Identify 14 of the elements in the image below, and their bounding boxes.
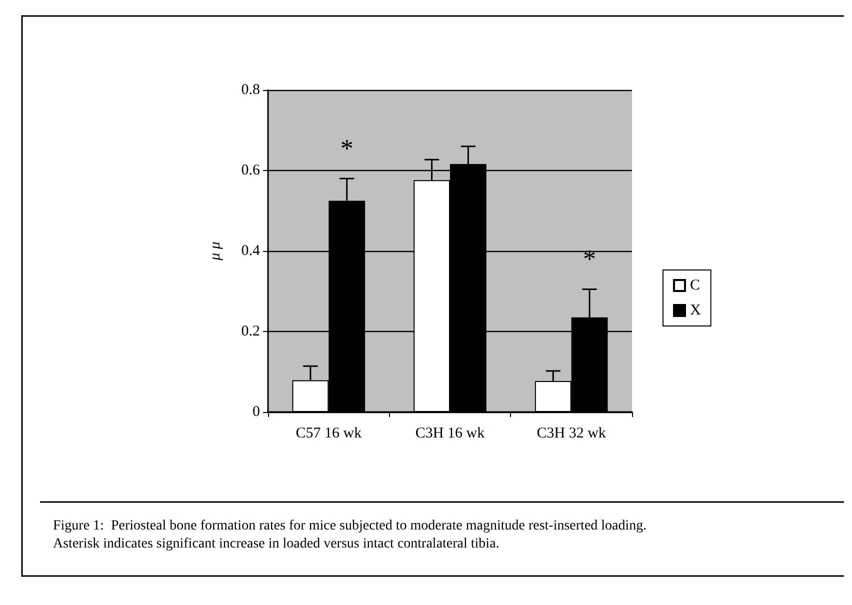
legend-label: C — [690, 278, 700, 294]
x-tick-label: C57 16 wk — [296, 426, 362, 442]
y-tick-label: 0 — [252, 404, 260, 420]
text: Asterisk indicates significant increase in loaded versus intact contralateral tibia. — [53, 536, 500, 552]
y-tick-label: 0.6 — [241, 162, 260, 178]
y-tick-label: 0.2 — [241, 324, 260, 340]
y-axis-title: μ μ — [208, 241, 224, 262]
x-tick-label: C3H 16 wk — [415, 426, 486, 442]
legend-label: X — [690, 302, 701, 318]
y-tick-label: 0.8 — [241, 82, 260, 98]
caption: Figure 1: Periosteal bone formation rates for mice subjected to moderate magnitude rest-inserted loading. — [53, 518, 647, 534]
annotation: * — [340, 134, 354, 164]
y-tick-label: 0.4 — [241, 243, 260, 259]
x-tick-label: C3H 32 wk — [536, 426, 606, 442]
